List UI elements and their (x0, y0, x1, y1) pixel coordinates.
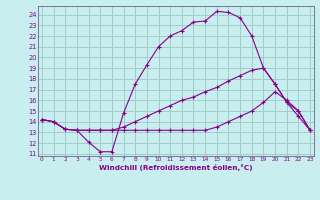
X-axis label: Windchill (Refroidissement éolien,°C): Windchill (Refroidissement éolien,°C) (99, 164, 253, 171)
